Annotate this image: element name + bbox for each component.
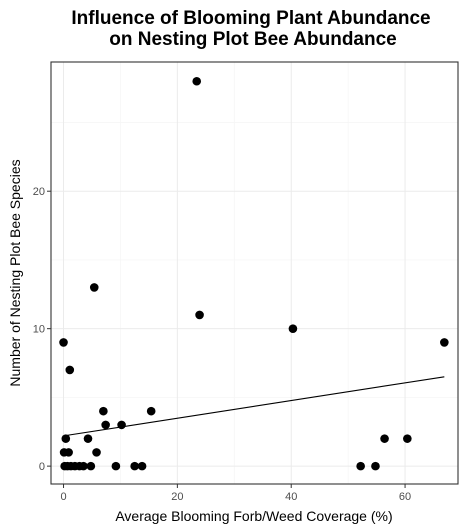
data-point — [195, 310, 204, 320]
data-point — [403, 434, 412, 443]
chart-title-line-2: on Nesting Plot Bee Abundance — [109, 29, 397, 50]
y-tick-label: 10 — [33, 324, 45, 336]
data-point — [440, 338, 449, 347]
x-tick-label: 40 — [285, 491, 297, 503]
data-point — [59, 338, 68, 347]
data-point — [92, 448, 101, 457]
data-point — [192, 76, 202, 86]
panel-border — [50, 61, 459, 485]
axis-ticks: 0 20 40 60 0 10 20 — [33, 186, 411, 503]
data-point — [83, 434, 93, 443]
trend-layer — [63, 376, 445, 437]
data-point — [111, 461, 121, 471]
x-tick-label: 0 — [60, 491, 66, 503]
data-point — [130, 461, 139, 471]
points-layer — [59, 76, 449, 471]
data-point — [65, 365, 75, 375]
data-point — [64, 448, 73, 457]
data-point — [79, 461, 88, 471]
data-point — [137, 461, 147, 471]
data-point — [86, 461, 96, 471]
y-tick-label: 0 — [39, 461, 45, 473]
trend-line — [63, 376, 445, 437]
x-axis-label: Average Blooming Forb/Weed Coverage (%) — [115, 508, 392, 524]
data-point — [99, 406, 108, 416]
data-point — [288, 324, 298, 333]
y-axis-label: Number of Nesting Plot Bee Species — [7, 159, 23, 386]
data-point — [380, 434, 389, 443]
y-tick-label: 20 — [33, 186, 45, 198]
chart-title-line-1: Influence of Blooming Plant Abundance — [71, 8, 430, 29]
data-point — [89, 283, 99, 292]
data-point — [117, 420, 126, 430]
data-point — [371, 461, 380, 471]
x-tick-label: 20 — [171, 491, 183, 503]
x-tick-label: 60 — [399, 491, 411, 503]
data-point — [356, 461, 365, 471]
data-point — [101, 420, 110, 430]
data-point — [61, 434, 71, 443]
data-point — [146, 406, 156, 416]
grid — [51, 62, 458, 484]
